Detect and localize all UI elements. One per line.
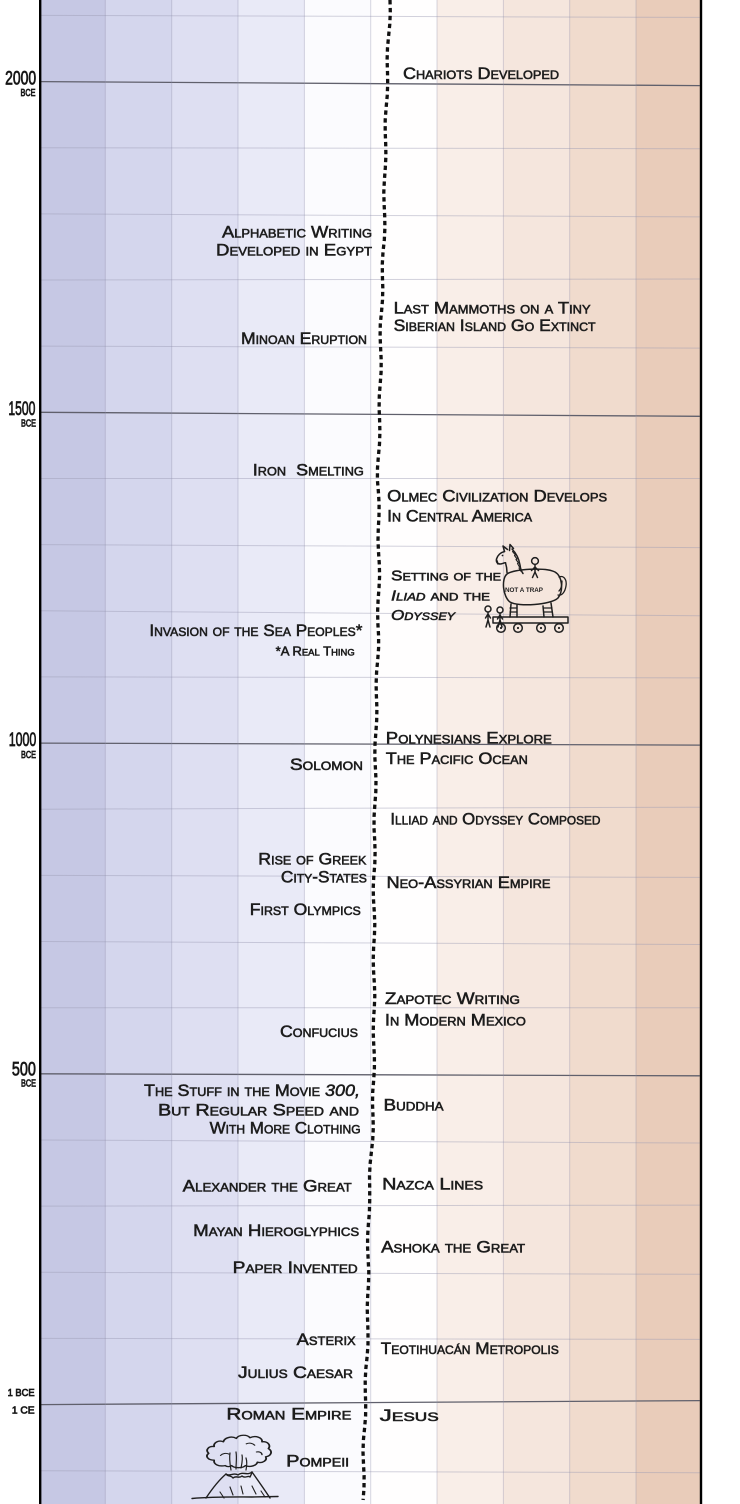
svg-text:Minoan Eruption: Minoan Eruption xyxy=(241,329,367,348)
svg-text:Iron Smelting: Iron Smelting xyxy=(253,460,364,479)
svg-text:BCE: BCE xyxy=(21,418,36,430)
svg-text:Teotihuacán Metropolis: Teotihuacán Metropolis xyxy=(381,1339,559,1358)
svg-text:1 BCE: 1 BCE xyxy=(8,1387,35,1399)
svg-text:Zapotec Writing: Zapotec Writing xyxy=(385,989,520,1008)
svg-text:Julius Caesar: Julius Caesar xyxy=(238,1363,353,1382)
svg-text:Solomon: Solomon xyxy=(290,755,363,774)
svg-text:BCE: BCE xyxy=(21,1078,36,1090)
svg-text:Jesus: Jesus xyxy=(380,1406,439,1425)
svg-text:In Modern Mexico: In Modern Mexico xyxy=(385,1011,526,1030)
svg-text:Alexander the Great: Alexander the Great xyxy=(183,1176,353,1195)
svg-text:Pompeii: Pompeii xyxy=(286,1452,349,1471)
svg-text:Developed in Egypt: Developed in Egypt xyxy=(216,241,373,260)
svg-text:*A Real Thing: *A Real Thing xyxy=(276,645,355,659)
svg-text:But Regular Speed and: But Regular Speed and xyxy=(158,1101,359,1120)
svg-text:Paper Invented: Paper Invented xyxy=(233,1258,358,1277)
svg-text:Nazca Lines: Nazca Lines xyxy=(382,1174,483,1193)
svg-text:Invasion of the Sea Peoples*: Invasion of the Sea Peoples* xyxy=(149,621,362,640)
svg-text:BCE: BCE xyxy=(21,87,36,99)
svg-text:500: 500 xyxy=(12,1060,36,1081)
svg-text:Roman Empire: Roman Empire xyxy=(226,1405,351,1424)
svg-text:Chariots Developed: Chariots Developed xyxy=(403,64,559,83)
svg-text:In Central America: In Central America xyxy=(387,507,532,526)
svg-text:Confucius: Confucius xyxy=(280,1022,358,1041)
svg-text:Siberian Island Go Extinct: Siberian Island Go Extinct xyxy=(394,316,597,335)
svg-text:Rise of Greek: Rise of Greek xyxy=(258,849,366,868)
svg-text:NOT A TRAP: NOT A TRAP xyxy=(505,587,543,594)
svg-text:Ashoka the Great: Ashoka the Great xyxy=(381,1238,526,1257)
svg-text:BCE: BCE xyxy=(21,749,36,761)
svg-text:Illiad and Odyssey Composed: Illiad and Odyssey Composed xyxy=(390,809,600,828)
svg-text:Mayan Hieroglyphics: Mayan Hieroglyphics xyxy=(193,1221,359,1240)
svg-text:First Olympics: First Olympics xyxy=(250,900,361,919)
svg-text:Olmec Civilization Develops: Olmec Civilization Develops xyxy=(387,487,607,506)
svg-text:The Stuff in the Movie 300,: The Stuff in the Movie 300, xyxy=(144,1081,360,1100)
svg-text:2000: 2000 xyxy=(5,69,36,90)
svg-text:Iliad and the: Iliad and the xyxy=(391,587,490,604)
svg-text:Setting of the: Setting of the xyxy=(391,567,501,584)
svg-text:With More Clothing: With More Clothing xyxy=(210,1119,361,1138)
svg-text:1000: 1000 xyxy=(9,730,37,751)
svg-text:Neo-Assyrian Empire: Neo-Assyrian Empire xyxy=(387,873,551,892)
svg-text:Odyssey: Odyssey xyxy=(391,607,456,624)
svg-text:Polynesians Explore: Polynesians Explore xyxy=(386,728,552,747)
svg-text:Last Mammoths on a Tiny: Last Mammoths on a Tiny xyxy=(394,299,591,318)
svg-text:The Pacific Ocean: The Pacific Ocean xyxy=(386,749,528,768)
svg-text:1 CE: 1 CE xyxy=(12,1405,35,1417)
svg-text:City-States: City-States xyxy=(281,868,367,887)
svg-text:Alphabetic Writing: Alphabetic Writing xyxy=(222,223,372,242)
svg-text:1500: 1500 xyxy=(8,399,35,420)
svg-text:Buddha: Buddha xyxy=(384,1096,444,1115)
svg-text:Asterix: Asterix xyxy=(297,1330,356,1349)
